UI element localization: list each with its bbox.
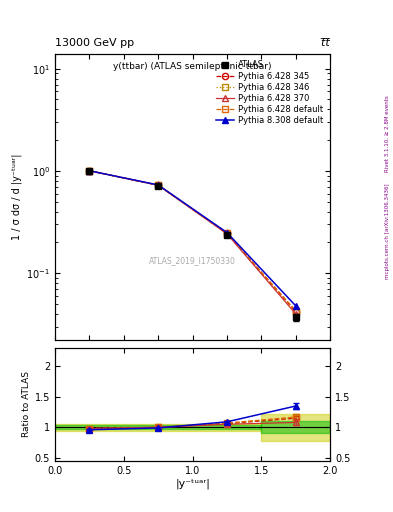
Text: ATLAS_2019_I1750330: ATLAS_2019_I1750330 [149, 255, 236, 265]
Y-axis label: 1 / σ dσ / d |y⁻ᵗᵘᵃʳ|: 1 / σ dσ / d |y⁻ᵗᵘᵃʳ| [12, 154, 22, 240]
Text: Rivet 3.1.10, ≥ 2.8M events: Rivet 3.1.10, ≥ 2.8M events [385, 96, 389, 173]
Text: mcplots.cern.ch [arXiv:1306.3436]: mcplots.cern.ch [arXiv:1306.3436] [385, 184, 389, 280]
Legend: ATLAS, Pythia 6.428 345, Pythia 6.428 346, Pythia 6.428 370, Pythia 6.428 defaul: ATLAS, Pythia 6.428 345, Pythia 6.428 34… [213, 58, 326, 127]
Y-axis label: Ratio to ATLAS: Ratio to ATLAS [22, 372, 31, 437]
Text: 13000 GeV pp: 13000 GeV pp [55, 38, 134, 48]
Text: y(ttbar) (ATLAS semileptonic ttbar): y(ttbar) (ATLAS semileptonic ttbar) [113, 62, 272, 71]
X-axis label: |y⁻ᵗᵘᵃʳ|: |y⁻ᵗᵘᵃʳ| [175, 478, 210, 489]
Text: t̅t̅: t̅t̅ [321, 38, 330, 48]
